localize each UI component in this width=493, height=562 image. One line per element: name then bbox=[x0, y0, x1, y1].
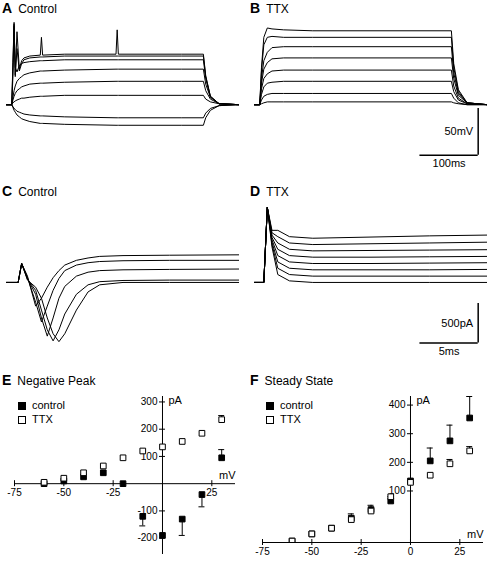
html-text:E Negative Peak: E Negative Peak bbox=[2, 372, 96, 388]
svg-text:500pA: 500pA bbox=[441, 317, 473, 329]
svg-text:-25: -25 bbox=[106, 487, 121, 498]
svg-text:-100: -100 bbox=[137, 505, 158, 517]
svg-text:25: 25 bbox=[454, 546, 466, 557]
svg-text:0: 0 bbox=[408, 546, 414, 557]
svg-text:25: 25 bbox=[206, 487, 218, 498]
html-text:TTX: TTX bbox=[280, 413, 301, 425]
svg-text:200: 200 bbox=[141, 423, 158, 434]
svg-text:-50: -50 bbox=[57, 487, 72, 498]
html-text:control: control bbox=[280, 399, 313, 411]
svg-text:mV: mV bbox=[467, 528, 484, 540]
svg-text:200: 200 bbox=[389, 457, 406, 468]
svg-text:-75: -75 bbox=[7, 487, 22, 498]
svg-text:-200: -200 bbox=[137, 532, 157, 543]
svg-text:pA: pA bbox=[168, 394, 182, 406]
svg-text:mV: mV bbox=[219, 469, 236, 481]
svg-text:100ms: 100ms bbox=[433, 157, 467, 169]
svg-text:50mV: 50mV bbox=[444, 125, 473, 137]
svg-text:100: 100 bbox=[140, 450, 158, 462]
svg-text:pA: pA bbox=[416, 394, 430, 406]
svg-text:-75: -75 bbox=[255, 546, 270, 557]
svg-text:300: 300 bbox=[389, 428, 406, 439]
html-text:TTX: TTX bbox=[32, 413, 53, 425]
html-text:D TTX: D TTX bbox=[250, 183, 289, 199]
html-text:C Control: C Control bbox=[2, 183, 57, 199]
svg-text:300: 300 bbox=[141, 396, 158, 407]
html-text:B TTX: B TTX bbox=[250, 0, 289, 16]
html-text:F Steady State: F Steady State bbox=[250, 372, 334, 388]
svg-text:100: 100 bbox=[388, 485, 406, 497]
svg-text:-25: -25 bbox=[354, 546, 369, 557]
html-text:A Control: A Control bbox=[2, 0, 57, 16]
html-text:control: control bbox=[32, 399, 65, 411]
svg-text:-50: -50 bbox=[305, 546, 320, 557]
svg-text:5ms: 5ms bbox=[439, 345, 460, 357]
svg-text:400: 400 bbox=[389, 399, 406, 410]
